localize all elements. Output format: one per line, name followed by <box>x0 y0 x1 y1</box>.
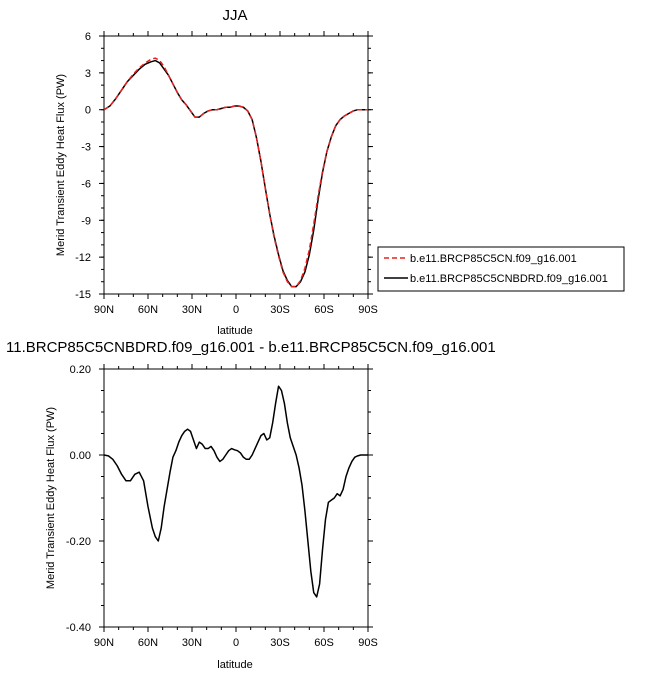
top-y-tick-label: -9 <box>81 215 91 227</box>
top-ticks: 90N 60N 30N 0 30S 60S 90S 6 3 0 -3 -6 -9 -12 -15 <box>75 31 378 316</box>
top-y-axis-label: Merid Transient Eddy Heat Flux (PW) <box>55 74 67 256</box>
top-x-tick-label: 0 <box>233 304 239 316</box>
top-y-tick-label: -6 <box>81 178 91 190</box>
top-x-tick-label: 60S <box>314 304 334 316</box>
bottom-y-tick-label: 0.20 <box>70 364 91 376</box>
legend-label-series-2: b.e11.BRCP85C5CNBDRD.f09_g16.001 <box>410 273 608 285</box>
bottom-y-axis-label: Merid Transient Eddy Heat Flux (PW) <box>45 407 57 589</box>
top-y-tick-label: -15 <box>75 289 91 301</box>
top-y-tick-label: -3 <box>81 142 91 154</box>
legend: b.e11.BRCP85C5CN.f09_g16.001 b.e11.BRCP8… <box>377 246 625 292</box>
bottom-x-tick-label: 30S <box>270 637 290 649</box>
bottom-series <box>103 385 368 598</box>
bottom-x-tick-label: 30N <box>182 637 202 649</box>
top-x-tick-label: 90S <box>358 304 378 316</box>
bottom-x-tick-label: 90S <box>358 637 378 649</box>
bottom-x-tick-label: 90N <box>94 637 114 649</box>
bottom-x-tick-label: 60N <box>138 637 158 649</box>
bottom-y-tick-label: -0.20 <box>66 536 91 548</box>
top-series-line-1 <box>103 57 368 288</box>
top-x-tick-label: 30N <box>182 304 202 316</box>
top-panel-title: JJA <box>222 7 247 24</box>
bottom-series-line-1 <box>103 385 368 598</box>
legend-box <box>377 246 625 292</box>
top-y-tick-label: -12 <box>75 252 91 264</box>
top-x-tick-label: 90N <box>94 304 114 316</box>
top-series <box>103 57 368 288</box>
top-x-axis-label: latitude <box>217 325 252 337</box>
bottom-x-tick-label: 60S <box>314 637 334 649</box>
top-series-line-2 <box>103 59 368 288</box>
bottom-plot-frame <box>103 368 369 628</box>
top-plot-frame <box>103 35 369 295</box>
bottom-x-tick-label: 0 <box>233 637 239 649</box>
top-y-tick-label: 6 <box>85 31 91 43</box>
bottom-ticks: 90N 60N 30N 0 30S 60S 90S 0.20 0.00 -0.20 -0.40 <box>66 364 378 649</box>
bottom-panel-title: 11.BRCP85C5CNBDRD.f09_g16.001 - b.e11.BR… <box>6 339 496 356</box>
top-y-tick-label: 3 <box>85 68 91 80</box>
bottom-x-axis-label: latitude <box>217 659 252 671</box>
top-panel: JJA 90N 60N 30N 0 30S 60S 90S 6 3 0 -3 -6 -9 -12 -15 l… <box>55 7 625 337</box>
legend-label-series-1: b.e11.BRCP85C5CN.f09_g16.001 <box>410 253 577 265</box>
bottom-y-tick-label: 0.00 <box>70 450 91 462</box>
top-x-tick-label: 30S <box>270 304 290 316</box>
top-y-tick-label: 0 <box>85 105 91 117</box>
top-x-tick-label: 60N <box>138 304 158 316</box>
bottom-panel: 11.BRCP85C5CNBDRD.f09_g16.001 - b.e11.BR… <box>6 339 496 671</box>
bottom-y-tick-label: -0.40 <box>66 622 91 634</box>
